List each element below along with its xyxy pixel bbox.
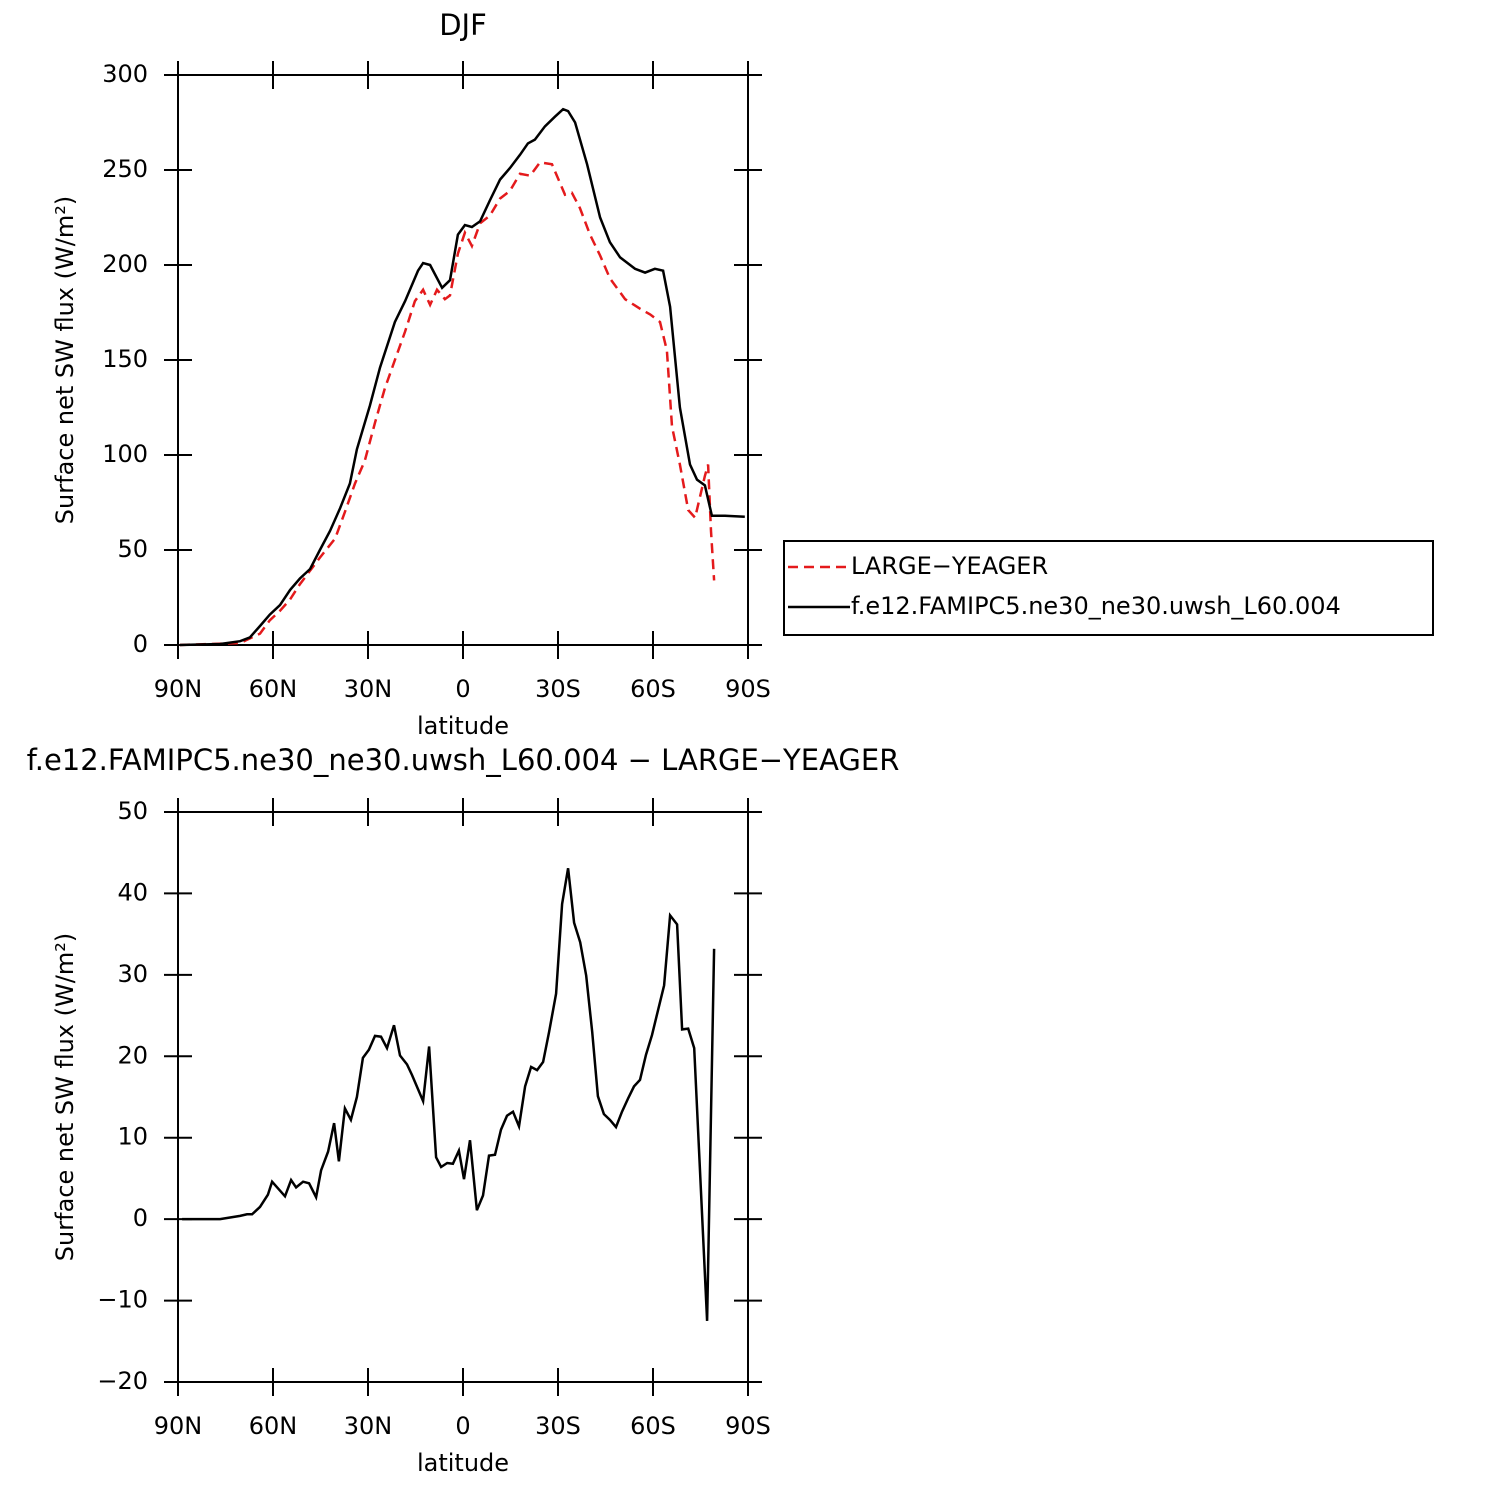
y-tick-label: −10 xyxy=(97,1286,148,1314)
x-tick-label: 60S xyxy=(630,675,676,703)
y-tick-label: 0 xyxy=(133,630,148,658)
x-tick-label: 60N xyxy=(249,675,298,703)
y-tick-label: 50 xyxy=(117,797,148,825)
chart-title: f.e12.FAMIPC5.ne30_ne30.uwsh_L60.004 − L… xyxy=(27,743,900,777)
data-line xyxy=(179,161,716,647)
x-tick-label: 90S xyxy=(725,1412,771,1440)
y-tick-label: 20 xyxy=(117,1041,148,1069)
x-tick-label: 90N xyxy=(154,1412,203,1440)
x-axis-label: latitude xyxy=(417,712,509,740)
legend-label: f.e12.FAMIPC5.ne30_ne30.uwsh_L60.004 xyxy=(851,592,1341,620)
y-tick-label: 10 xyxy=(117,1123,148,1151)
y-tick-label: −20 xyxy=(97,1367,148,1395)
x-tick-label: 30S xyxy=(535,675,581,703)
plot-frame xyxy=(177,74,749,646)
x-tick-label: 0 xyxy=(455,1412,470,1440)
legend-label: LARGE−YEAGER xyxy=(851,552,1048,580)
y-tick-label: 40 xyxy=(117,878,148,906)
y-tick-label: 100 xyxy=(102,440,148,468)
x-tick-label: 60N xyxy=(249,1412,298,1440)
y-tick-label: 200 xyxy=(102,250,148,278)
data-line xyxy=(182,867,716,1321)
x-axis-label: latitude xyxy=(417,1449,509,1477)
y-axis-label: Surface net SW flux (W/m²) xyxy=(51,933,79,1261)
x-tick-label: 30S xyxy=(535,1412,581,1440)
x-tick-label: 90N xyxy=(154,675,203,703)
y-tick-label: 30 xyxy=(117,960,148,988)
x-tick-label: 0 xyxy=(455,675,470,703)
plot-frame xyxy=(177,811,749,1383)
x-tick-label: 90S xyxy=(725,675,771,703)
x-tick-label: 60S xyxy=(630,1412,676,1440)
data-line xyxy=(179,107,745,647)
y-axis-label: Surface net SW flux (W/m²) xyxy=(51,196,79,524)
y-tick-label: 0 xyxy=(133,1204,148,1232)
x-tick-label: 30N xyxy=(344,1412,393,1440)
y-tick-label: 50 xyxy=(117,535,148,563)
y-tick-label: 150 xyxy=(102,345,148,373)
legend-box xyxy=(783,540,1434,636)
x-tick-label: 30N xyxy=(344,675,393,703)
y-tick-label: 250 xyxy=(102,155,148,183)
y-tick-label: 300 xyxy=(102,60,148,88)
chart-title: DJF xyxy=(439,8,487,42)
